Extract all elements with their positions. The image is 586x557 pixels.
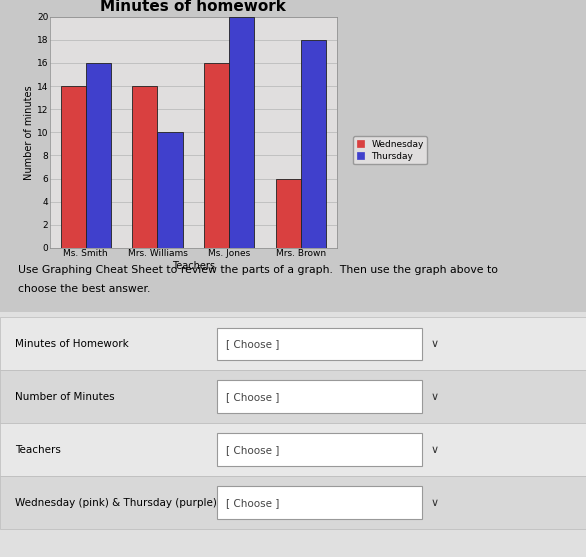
Y-axis label: Number of minutes: Number of minutes [24,85,34,179]
Text: [ Choose ]: [ Choose ] [226,392,279,402]
Bar [86,63,111,248]
Text: ∨: ∨ [431,339,439,349]
Text: [ Choose ]: [ Choose ] [226,498,279,507]
Text: Minutes of Homework: Minutes of Homework [15,339,128,349]
Bar [204,63,229,248]
Bar [60,86,86,248]
Text: Use Graphing Cheat Sheet to review the parts of a graph.  Then use the graph abo: Use Graphing Cheat Sheet to review the p… [18,265,498,275]
Text: [ Choose ]: [ Choose ] [226,339,279,349]
Text: ∨: ∨ [431,392,439,402]
Text: Teachers: Teachers [15,445,60,455]
Legend: Wednesday, Thursday: Wednesday, Thursday [353,136,427,164]
Text: ∨: ∨ [431,445,439,455]
Text: [ Choose ]: [ Choose ] [226,445,279,455]
Text: choose the best answer.: choose the best answer. [18,284,150,294]
Bar [158,132,183,248]
X-axis label: Teachers: Teachers [172,261,215,271]
Text: Number of Minutes: Number of Minutes [15,392,114,402]
Bar [132,86,158,248]
Text: ∨: ∨ [431,498,439,507]
Title: Minutes of homework: Minutes of homework [100,0,287,14]
Text: Wednesday (pink) & Thursday (purple): Wednesday (pink) & Thursday (purple) [15,498,216,507]
Bar [301,40,326,248]
Bar [229,17,254,248]
Bar [276,178,301,248]
